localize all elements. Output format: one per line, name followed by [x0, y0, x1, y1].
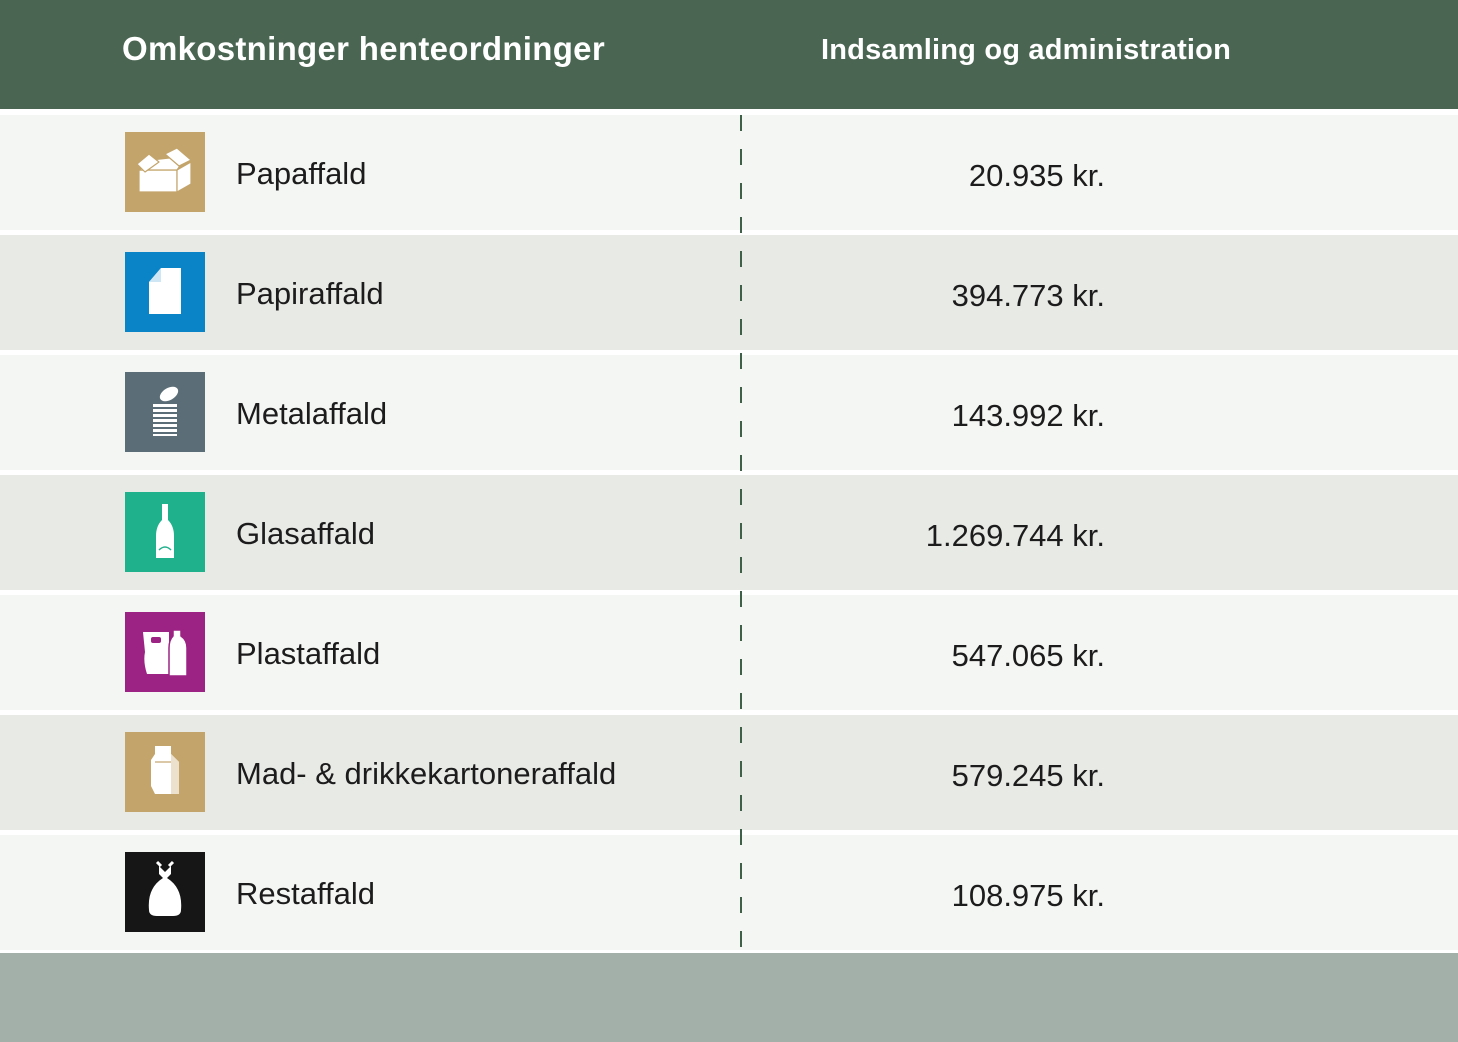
milk-carton-icon [125, 732, 205, 812]
row-label: Restaffald [236, 876, 376, 911]
cardboard-box-icon [125, 132, 205, 212]
row-value: 1.269.744 kr. [925, 518, 1105, 553]
table-header: Omkostninger henteordninger Indsamling o… [0, 0, 1458, 109]
trash-bag-icon [125, 852, 205, 932]
table-row: Restaffald 108.975 kr. [0, 835, 1458, 950]
plastic-bag-bottle-icon [125, 612, 205, 692]
table-row: Mad- & drikkekartoneraffald 579.245 kr. [0, 715, 1458, 830]
table-row: Glasaffald 1.269.744 kr. [0, 475, 1458, 590]
row-value: 20.935 kr. [968, 158, 1105, 193]
row-label: Metalaffald [236, 396, 388, 431]
row-value: 547.065 kr. [951, 638, 1105, 673]
header-category-label: Omkostninger henteordninger [122, 30, 605, 67]
table-row: Metalaffald 143.992 kr. [0, 355, 1458, 470]
row-label: Papiraffald [236, 276, 384, 311]
table-footer [0, 953, 1458, 1042]
row-label: Papaffald [236, 156, 367, 191]
header-cost-label: Indsamling og administration [821, 34, 1232, 66]
tin-can-icon [125, 372, 205, 452]
row-label: Mad- & drikkekartoneraffald [236, 756, 617, 791]
column-divider [740, 115, 742, 948]
paper-sheet-icon [125, 252, 205, 332]
row-label: Plastaffald [236, 636, 381, 671]
row-value: 579.245 kr. [951, 758, 1105, 793]
table-row: Plastaffald 547.065 kr. [0, 595, 1458, 710]
table-row: Papaffald 20.935 kr. [0, 115, 1458, 230]
bottle-icon [125, 492, 205, 572]
row-value: 143.992 kr. [951, 398, 1105, 433]
row-value: 394.773 kr. [951, 278, 1105, 313]
row-label: Glasaffald [236, 516, 376, 551]
row-value: 108.975 kr. [951, 878, 1105, 913]
table-row: Papiraffald 394.773 kr. [0, 235, 1458, 350]
